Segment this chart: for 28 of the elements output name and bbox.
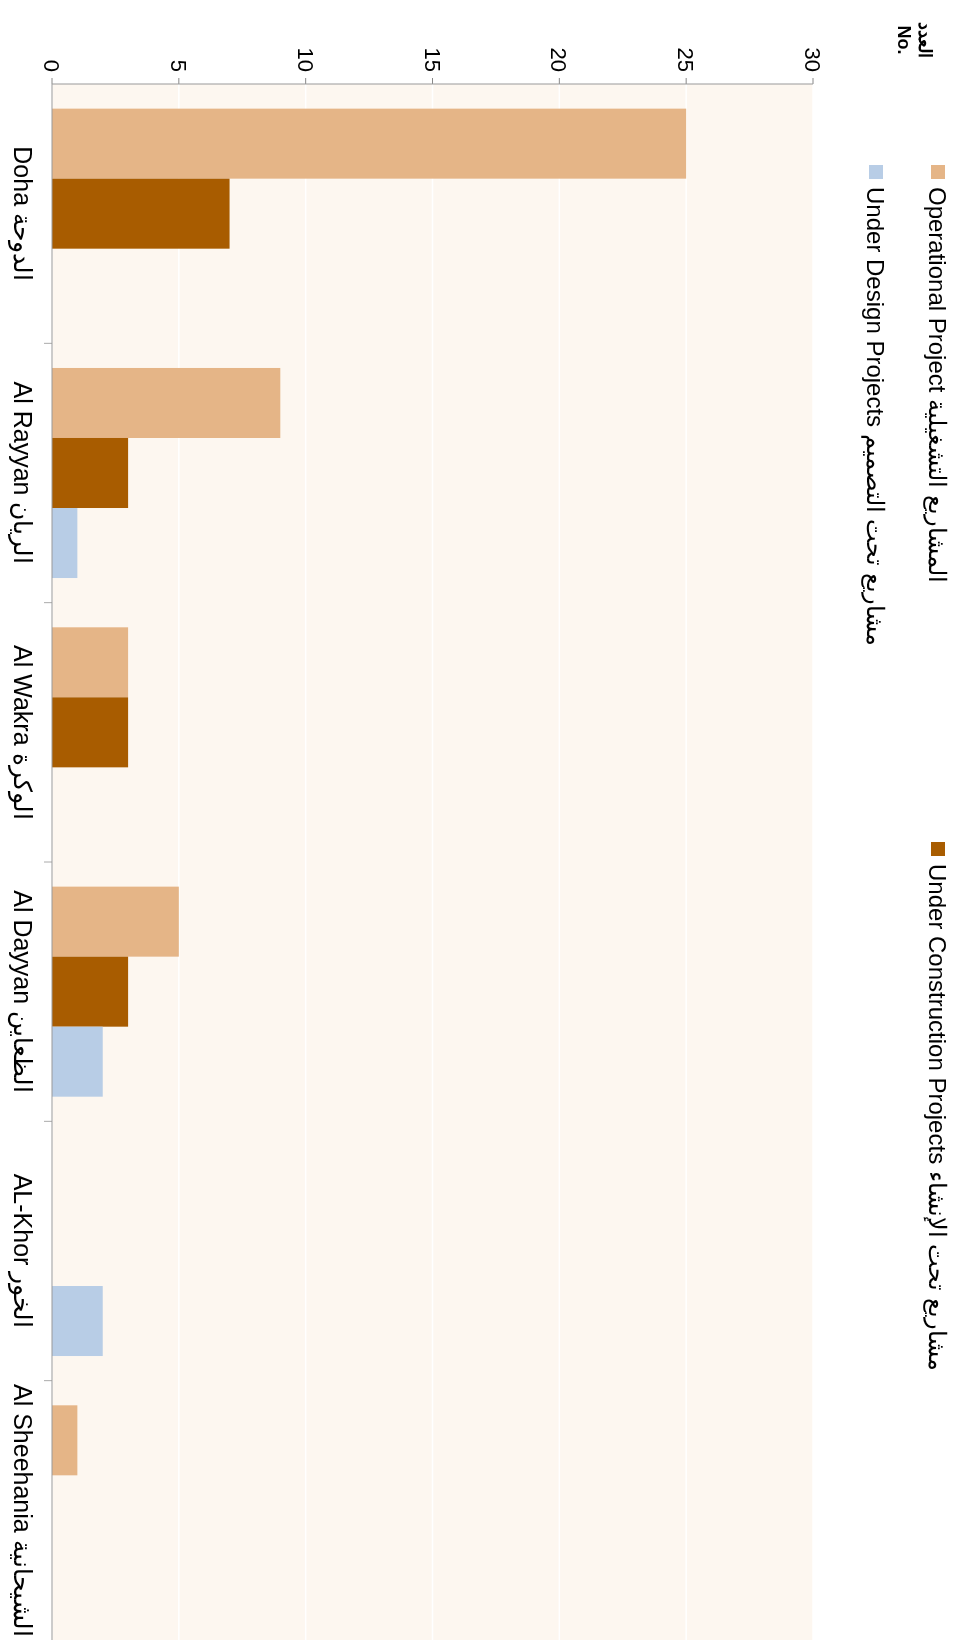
x-tick-label: 30 <box>800 47 825 72</box>
legend-label: Under Design Projects مشاريع تحت التصميم <box>861 187 889 647</box>
x-tick-label: 10 <box>292 47 318 72</box>
bar <box>52 956 129 1027</box>
bar <box>52 178 230 249</box>
y-tick-label: Al Sheehania الشيحانية <box>9 1383 37 1637</box>
bar <box>52 108 687 179</box>
y-tick-label: Doha الدوحة <box>7 146 37 282</box>
bar <box>52 1286 103 1357</box>
x-tick-label: 0 <box>39 59 64 72</box>
bar <box>52 697 129 768</box>
x-tick-label: 5 <box>165 59 191 72</box>
y-tick-label: AL-Khor الخور <box>7 1173 37 1329</box>
x-tick-label: 15 <box>419 47 445 72</box>
bar <box>52 627 129 698</box>
bar <box>52 886 179 957</box>
y-tick-label: Al Wakra الوكرة <box>7 645 37 820</box>
bar <box>52 437 129 509</box>
x-tick-label: 20 <box>546 47 572 72</box>
bar <box>52 367 281 438</box>
legend-label: Under Construction Projects مشاريع تحت الإنشاء <box>923 864 951 1372</box>
legend-label: Operational Project المشاريع التشغيلية <box>923 187 951 583</box>
bar <box>52 508 78 579</box>
bar <box>52 1026 103 1097</box>
bar <box>52 1405 78 1476</box>
x-tick-label: 25 <box>673 47 699 72</box>
y-tick-label: Al Dayyan الظعاين <box>7 890 37 1094</box>
y-tick-label: Al Rayyan الريان <box>7 381 37 565</box>
